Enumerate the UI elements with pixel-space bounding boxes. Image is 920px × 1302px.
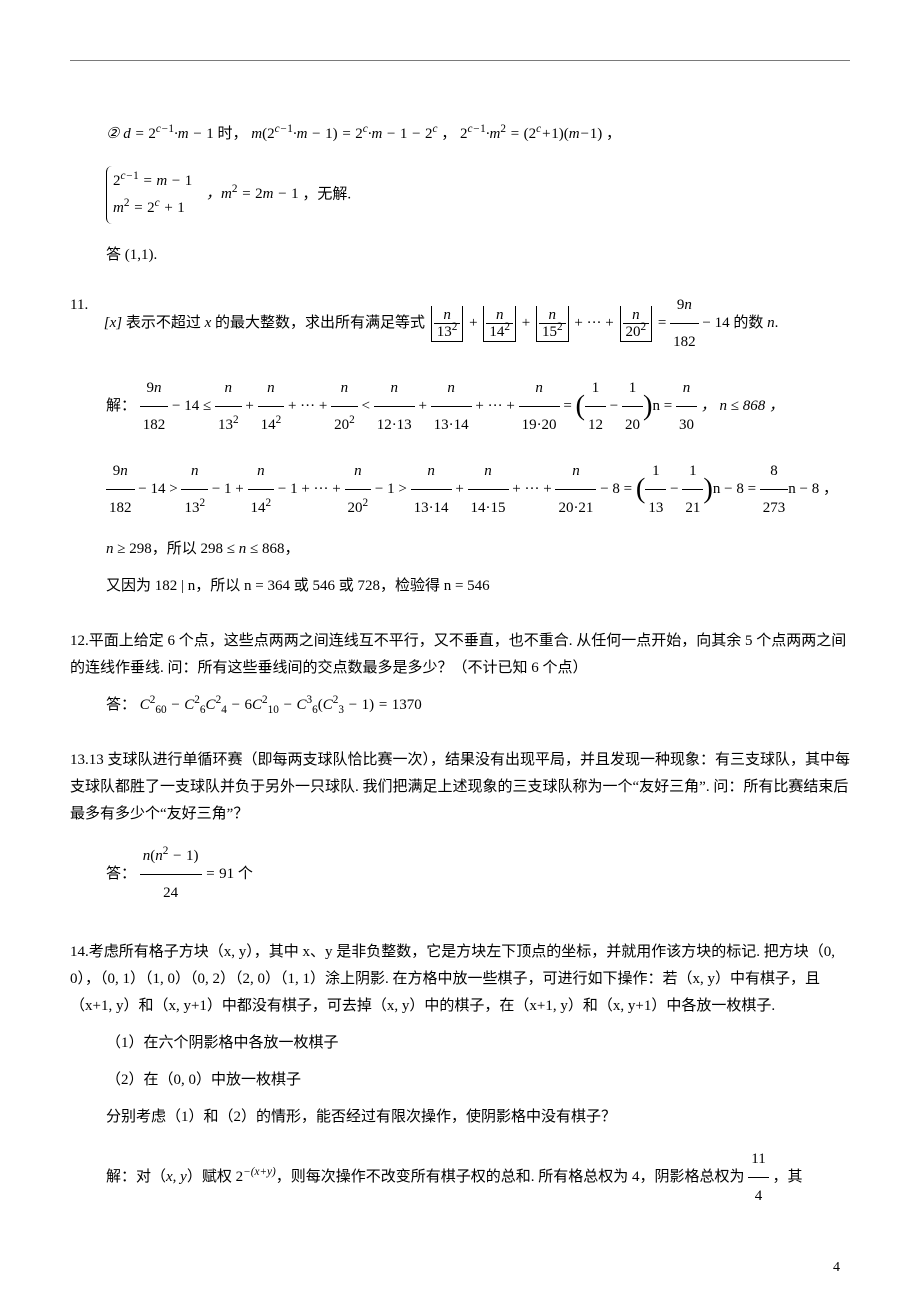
q13-text: 13.13 支球队进行单循环赛（即每两支球队恰比赛一次），结果没有出现平局，并且… [70,747,850,828]
q11: 11. [x] 表示不超过 x 的最大整数，求出所有满足等式 n132 + n1… [70,287,850,600]
page-root: ② d = 2c−1·m − 1 时， m(2c−1·m − 1) = 2c·m… [0,0,920,1302]
q13-answer: 答： n(n2 − 1)24 = 91 个 [70,838,850,911]
q11-sol-1: 解： 9n182 − 14 ≤ n132 + n142 + ··· + n202… [70,370,850,443]
sec-top-line1: ② d = 2c−1·m − 1 时， m(2c−1·m − 1) = 2c·m… [70,121,850,148]
q14: 14.考虑所有格子方块（x, y），其中 x、y 是非负整数，它是方块左下顶点的… [70,939,850,1214]
q11-sol-2: 9n182 − 14 > n132 − 1 + n142 − 1 + ··· +… [70,453,850,526]
sec-top-answer: 答 (1,1). [70,242,850,269]
header-rule [70,60,850,61]
q14-sol: 解：对（x, y）赋权 2−(x+y)，则每次操作不改变所有棋子权的总和. 所有… [70,1141,850,1214]
q11-stem: 11. [x] 表示不超过 x 的最大整数，求出所有满足等式 n132 + n1… [70,287,850,360]
brace-row-1: 2c−1 = m − 1 [113,168,192,195]
q14-text: 14.考虑所有格子方块（x, y），其中 x、y 是非负整数，它是方块左下顶点的… [70,939,850,1020]
q14-item2: （2）在（0, 0）中放一枚棋子 [70,1067,850,1094]
q13: 13.13 支球队进行单循环赛（即每两支球队恰比赛一次），结果没有出现平局，并且… [70,747,850,911]
q11-sol-4: 又因为 182 | n，所以 n = 364 或 546 或 728，检验得 n… [70,573,850,600]
q14-question: 分别考虑（1）和（2）的情形，能否经过有限次操作，使阴影格中没有棋子？ [70,1104,850,1131]
q12: 12.平面上给定 6 个点，这些点两两之间连线互不平行，又不垂直，也不重合. 从… [70,628,850,719]
q14-item1: （1）在六个阴影格中各放一枚棋子 [70,1030,850,1057]
sec-top-brace: 2c−1 = m − 1 m2 = 2c + 1 ，m2 = 2m − 1 ，无… [70,166,850,224]
page-number: 4 [833,1255,840,1280]
q12-answer: 答： C260 − C26C24 − 6C210 − C36(C23 − 1) … [70,692,850,719]
brace-row-2: m2 = 2c + 1 [113,195,192,222]
q12-text: 12.平面上给定 6 个点，这些点两两之间连线互不平行，又不垂直，也不重合. 从… [70,628,850,682]
q11-sol-3: n ≥ 298，所以 298 ≤ n ≤ 868， [70,536,850,563]
